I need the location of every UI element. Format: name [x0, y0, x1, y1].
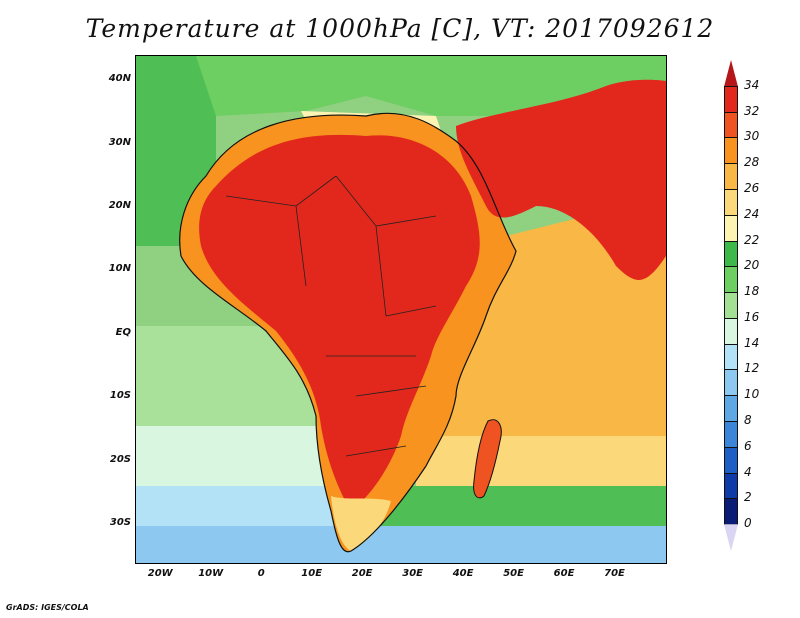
colorbar-segment	[724, 85, 738, 113]
latitude-label: 10N	[108, 263, 131, 275]
colorbar-tick-label: 32	[744, 103, 760, 118]
colorbar-tick-label: 10	[744, 387, 760, 402]
africa-coastline	[179, 112, 517, 553]
latitude-label: 40N	[108, 73, 131, 85]
south-africa-coast	[331, 496, 391, 551]
mediterranean-band	[196, 56, 666, 116]
temperature-colorbar	[724, 60, 738, 551]
colorbar-segment	[724, 266, 738, 294]
colorbar-tick-label: 4	[744, 464, 752, 479]
colorbar-segment	[724, 137, 738, 165]
colorbar-tick-label: 28	[744, 155, 760, 170]
colorbar-segment	[724, 421, 738, 448]
colorbar-segment	[724, 317, 738, 345]
longitude-label: 20W	[147, 568, 173, 579]
longitude-label: 10W	[198, 568, 224, 579]
colorbar-tick-label: 34	[744, 77, 760, 92]
colorbar-segment	[724, 446, 738, 474]
arabia-india-hot	[456, 79, 666, 280]
longitude-label: 50E	[503, 568, 524, 579]
latitude-label: 30N	[108, 136, 131, 148]
southern-ocean-band	[136, 526, 666, 563]
colorbar-segment	[724, 111, 738, 139]
indian-mid-band	[416, 436, 666, 486]
atlantic-cold-band	[136, 486, 356, 526]
colorbar-tick-label: 22	[744, 232, 760, 247]
map-canvas	[136, 56, 666, 563]
colorbar-segment	[724, 395, 738, 423]
longitude-label: 10E	[301, 568, 323, 579]
grads-credit: GrADS: IGES/COLA	[6, 603, 89, 612]
longitude-label: 30E	[402, 568, 423, 579]
africa-hot-core	[199, 134, 480, 511]
colorbar-tick-label: 24	[744, 206, 760, 221]
colorbar-segment	[724, 498, 738, 526]
longitude-label: 40E	[452, 568, 474, 579]
latitude-label: EQ	[115, 326, 131, 338]
colorbar-segment	[724, 472, 738, 500]
madagascar	[473, 419, 502, 499]
colorbar-tick-label: 30	[744, 129, 760, 144]
colorbar-segment	[724, 343, 738, 371]
colorbar-segment	[724, 60, 738, 87]
latitude-label: 20S	[109, 453, 131, 465]
colorbar-segment	[724, 524, 738, 551]
colorbar-tick-label: 8	[744, 413, 752, 428]
colorbar-tick-label: 18	[744, 284, 760, 299]
colorbar-segment	[724, 188, 738, 216]
colorbar-tick-label: 12	[744, 361, 760, 376]
colorbar-tick-label: 2	[744, 490, 752, 505]
colorbar-tick-label: 0	[744, 516, 752, 531]
colorbar-segment	[724, 369, 738, 397]
longitude-label: 60E	[553, 568, 575, 579]
colorbar-tick-label: 6	[744, 438, 752, 453]
colorbar-segment	[724, 214, 738, 242]
longitude-label: 70E	[604, 568, 625, 579]
atlantic-cool-band	[136, 426, 336, 486]
latitude-label: 10S	[109, 390, 131, 402]
map-title: Temperature at 1000hPa [C], VT: 20170926…	[85, 14, 715, 43]
latitude-label: 30S	[109, 516, 131, 528]
colorbar-segment	[724, 292, 738, 319]
longitude-label: 0	[257, 568, 265, 579]
colorbar-tick-label: 20	[744, 258, 760, 273]
longitude-label: 20E	[351, 568, 373, 579]
colorbar-tick-label: 14	[744, 335, 760, 350]
colorbar-segment	[724, 163, 738, 190]
colorbar-segment	[724, 240, 738, 268]
temperature-map	[135, 55, 667, 564]
latitude-label: 20N	[108, 200, 131, 212]
colorbar-tick-label: 26	[744, 180, 760, 195]
colorbar-tick-label: 16	[744, 309, 760, 324]
country-borders	[225, 175, 437, 457]
